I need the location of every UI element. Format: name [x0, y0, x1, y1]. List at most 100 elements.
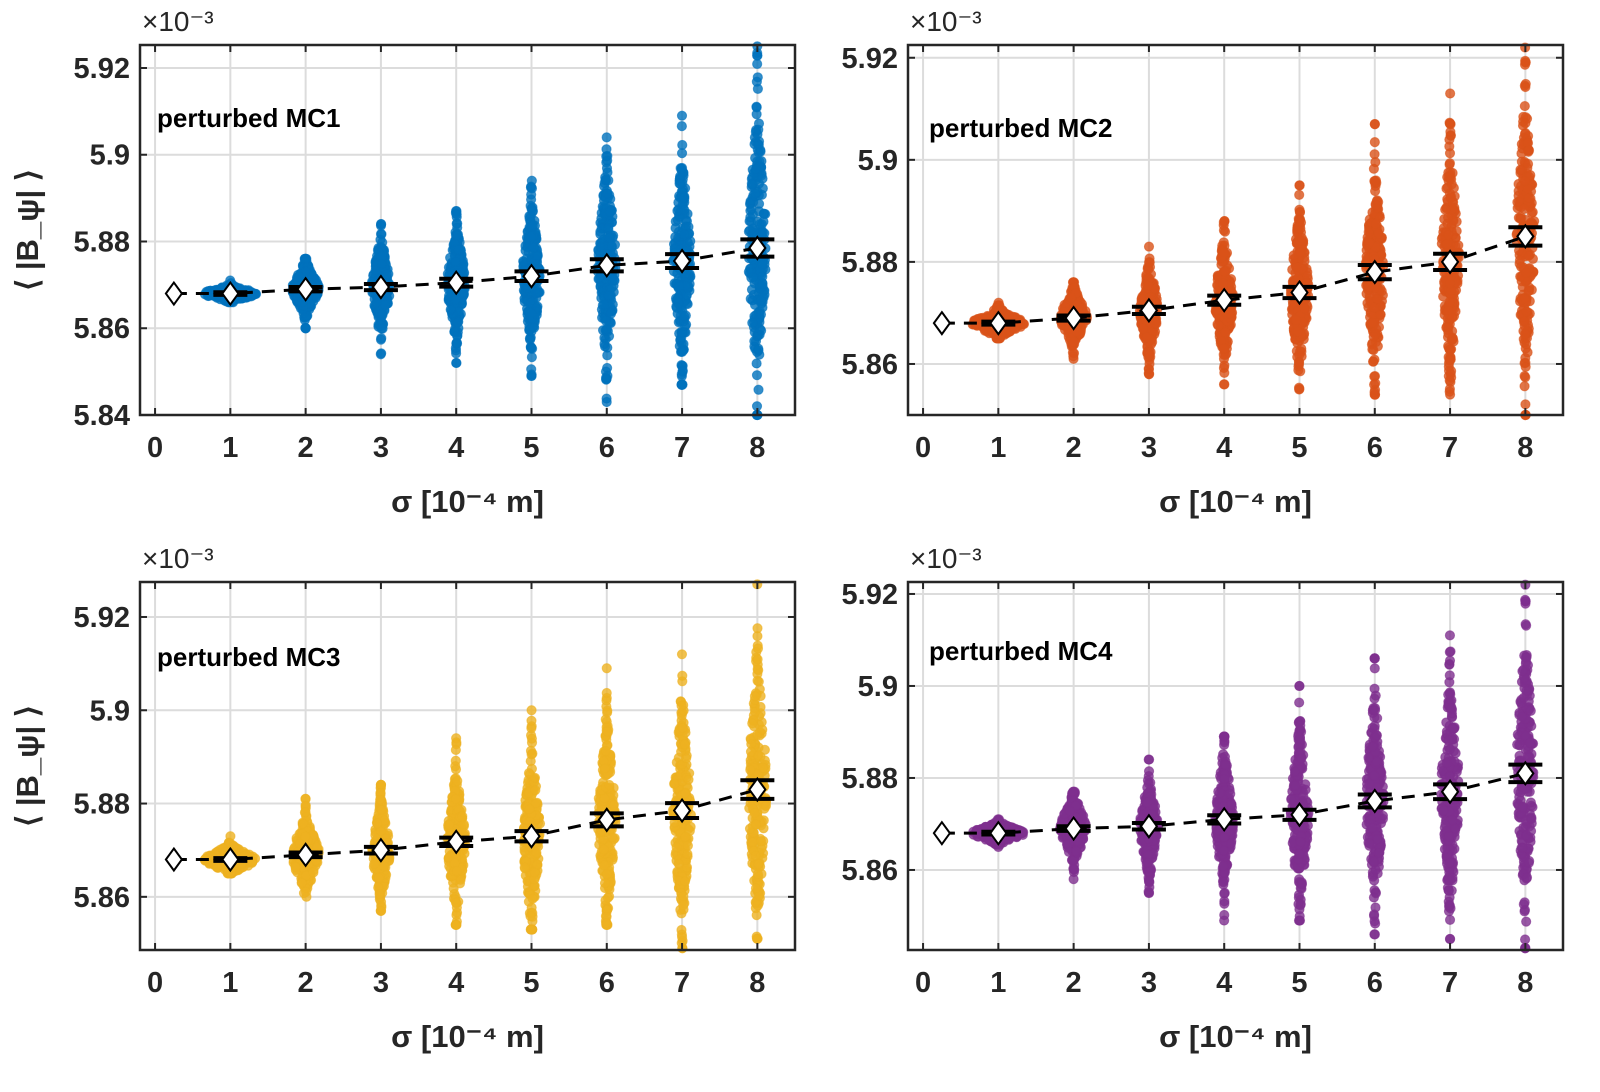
data-point — [377, 259, 386, 268]
data-point — [1293, 327, 1302, 336]
x-tick-label: 1 — [222, 432, 238, 464]
data-point — [1145, 350, 1154, 359]
data-point — [1521, 400, 1530, 409]
data-point — [1220, 227, 1229, 236]
data-point — [1517, 149, 1526, 158]
y-tick-label: 5.92 — [74, 53, 130, 85]
data-point — [675, 179, 684, 188]
data-point — [528, 206, 537, 215]
data-point — [527, 370, 536, 379]
data-point — [1523, 159, 1532, 168]
data-point — [1522, 268, 1531, 277]
x-tick-label: 2 — [1066, 432, 1082, 464]
data-point — [456, 875, 465, 884]
data-point — [750, 336, 759, 345]
data-point — [752, 359, 761, 368]
data-point — [1365, 238, 1374, 247]
data-point — [452, 920, 461, 929]
data-point — [1445, 119, 1454, 128]
data-point — [1066, 293, 1075, 302]
data-point — [1219, 248, 1228, 257]
data-point — [528, 894, 537, 903]
data-point — [301, 832, 310, 841]
data-point — [297, 878, 306, 887]
data-point — [1445, 279, 1454, 288]
data-point — [675, 282, 684, 291]
data-point — [451, 794, 460, 803]
x-tick-label: 3 — [373, 432, 389, 464]
data-point — [452, 866, 461, 875]
data-point — [451, 898, 460, 907]
data-point — [598, 326, 607, 335]
data-point — [1295, 181, 1304, 190]
data-point — [1369, 332, 1378, 341]
data-point — [451, 257, 460, 266]
data-point — [605, 207, 614, 216]
data-point — [378, 309, 387, 318]
data-point — [301, 808, 310, 817]
data-point — [379, 862, 388, 871]
data-point — [1144, 242, 1153, 251]
axes-box — [908, 45, 1563, 415]
data-point — [533, 302, 542, 311]
data-point — [1521, 56, 1530, 65]
data-point — [1220, 361, 1229, 370]
x-tick-label: 8 — [749, 432, 765, 464]
data-point — [449, 884, 458, 893]
data-point — [758, 272, 767, 281]
data-point — [453, 776, 462, 785]
data-point — [750, 133, 759, 142]
x-tick-label: 6 — [1367, 432, 1383, 464]
data-point — [759, 209, 768, 218]
data-point — [1522, 340, 1531, 349]
data-point — [376, 335, 385, 344]
data-point — [1450, 203, 1459, 212]
x-tick-label: 5 — [1291, 432, 1307, 464]
y-exponent-label: ×10⁻³ — [142, 6, 214, 37]
data-point — [526, 183, 535, 192]
data-point — [604, 291, 613, 300]
data-point — [376, 795, 385, 804]
data-point — [603, 151, 612, 160]
data-point — [377, 324, 386, 333]
data-point — [1142, 333, 1151, 342]
data-point — [1445, 384, 1454, 393]
data-point — [526, 912, 535, 921]
data-point — [1370, 176, 1379, 185]
data-point — [1445, 355, 1454, 364]
data-point — [1447, 180, 1456, 189]
data-point — [757, 326, 766, 335]
data-point — [531, 786, 540, 795]
data-point — [1370, 186, 1379, 195]
x-axis-label: σ [10⁻⁴ m] — [391, 484, 544, 519]
data-point — [1445, 297, 1454, 306]
x-axis-label: σ [10⁻⁴ m] — [1159, 484, 1312, 519]
x-tick-label: 1 — [990, 432, 1006, 464]
data-point — [1295, 384, 1304, 393]
data-point — [757, 296, 766, 305]
y-axis-label: ⟨ |B_ψ| ⟩ — [10, 169, 45, 291]
data-point — [1371, 379, 1380, 388]
data-point — [605, 233, 614, 242]
data-point — [758, 174, 767, 183]
data-point — [373, 819, 382, 828]
data-point — [1528, 208, 1537, 217]
data-point — [453, 245, 462, 254]
data-point — [1219, 344, 1228, 353]
data-point — [1446, 127, 1455, 136]
data-point — [1443, 219, 1452, 228]
y-tick-label: 5.84 — [74, 400, 130, 432]
data-point — [1292, 315, 1301, 324]
data-point — [1369, 303, 1378, 312]
data-point — [1445, 160, 1454, 169]
data-point — [753, 217, 762, 226]
data-point — [527, 232, 536, 241]
x-tick-label: 0 — [147, 432, 163, 464]
data-point — [1144, 281, 1153, 290]
data-point — [1219, 380, 1228, 389]
data-point — [1446, 89, 1455, 98]
data-point — [1454, 241, 1463, 250]
data-point — [382, 270, 391, 279]
axes-box — [140, 45, 795, 415]
data-point — [1069, 338, 1078, 347]
